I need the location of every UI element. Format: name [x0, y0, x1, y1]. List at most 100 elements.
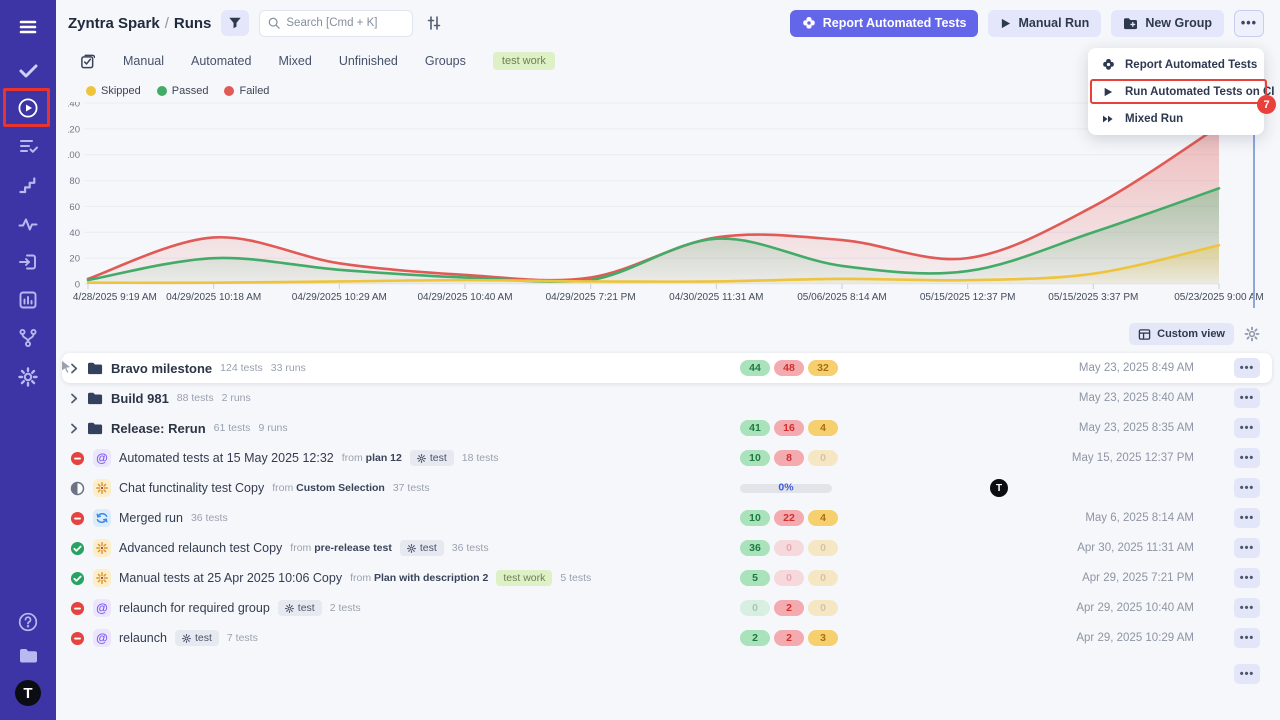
chart-scrollbar[interactable] — [1253, 135, 1255, 308]
table-row[interactable]: Bravo milestone 124 tests 33 runs 44 48 32 M… — [61, 353, 1272, 383]
expand-chevron[interactable] — [70, 423, 79, 434]
legend-item-failed[interactable]: Failed — [224, 85, 269, 97]
expand-chevron[interactable] — [70, 363, 79, 374]
branch-icon[interactable] — [16, 326, 40, 350]
actions-dropdown-menu: Report Automated Tests Run Automated Tes… — [1088, 48, 1276, 135]
tab-automated[interactable]: Automated — [191, 54, 252, 68]
svg-text:20: 20 — [69, 254, 80, 265]
tab-unfinished[interactable]: Unfinished — [338, 54, 398, 68]
menu-item-mixed-run[interactable]: Mixed Run — [1088, 105, 1264, 132]
run-name[interactable]: Advanced relaunch test Copy — [119, 541, 283, 555]
row-menu-button[interactable]: ••• — [1234, 388, 1260, 408]
filter-button[interactable] — [221, 10, 250, 36]
row-menu-button[interactable]: ••• — [1234, 478, 1260, 498]
manual-run-sparkle-icon — [93, 539, 111, 557]
search-box[interactable] — [259, 9, 414, 37]
table-row[interactable]: Build 981 88 tests 2 runs May 23, 2025 8:… — [62, 383, 1272, 413]
folder-icon — [88, 392, 103, 405]
folder-icon — [88, 422, 103, 435]
badge-passed: 2 — [740, 630, 770, 646]
adjustments-icon[interactable] — [423, 12, 445, 34]
run-name[interactable]: relaunch — [119, 631, 167, 645]
help-icon[interactable] — [16, 610, 40, 634]
tag-test[interactable]: test — [399, 540, 444, 556]
group-name[interactable]: Build 981 — [111, 390, 169, 406]
tab-manual[interactable]: Manual — [123, 54, 164, 68]
row-menu-button[interactable]: ••• — [1234, 538, 1260, 558]
projects-folder-icon[interactable] — [16, 643, 40, 667]
report-automated-tests-button[interactable]: Report Automated Tests — [789, 9, 979, 37]
table-row[interactable]: Chat functinality test Copy from Custom S… — [62, 473, 1272, 503]
view-settings-gear-icon[interactable] — [1244, 326, 1260, 342]
chart-legend: Skipped Passed Failed — [56, 84, 1280, 98]
run-name[interactable]: Chat functinality test Copy — [119, 481, 265, 495]
progress-bar: 0% — [740, 482, 832, 494]
status-stopped-icon — [70, 451, 85, 465]
filter-tag-test-work[interactable]: test work — [492, 52, 555, 70]
group-name[interactable]: Bravo milestone — [111, 360, 213, 376]
run-name[interactable]: Automated tests at 15 May 2025 12:32 — [119, 451, 334, 465]
table-view-icon — [1138, 328, 1151, 340]
tag-test-work[interactable]: test work — [496, 570, 553, 586]
row-menu-button[interactable]: ••• — [1234, 418, 1260, 438]
custom-view-button[interactable]: Custom view — [1129, 323, 1234, 345]
run-status — [70, 541, 85, 556]
select-all-checkbox-icon[interactable] — [78, 52, 96, 70]
breadcrumb-project[interactable]: Zyntra Spark — [68, 14, 160, 32]
table-row[interactable]: Manual tests at 25 Apr 2025 10:06 Copy fr… — [62, 563, 1272, 593]
row-menu-button[interactable]: ••• — [1234, 358, 1260, 378]
hamburger-menu-icon[interactable] — [16, 15, 40, 39]
row-menu-button[interactable]: ••• — [1234, 628, 1260, 648]
run-name[interactable]: Merged run — [119, 511, 183, 525]
ellipsis-icon: ••• — [1240, 16, 1258, 30]
manual-run-button[interactable]: Manual Run — [988, 9, 1102, 37]
table-row[interactable]: @ relaunch for required group test 2 tests… — [62, 593, 1272, 623]
expand-chevron[interactable] — [70, 393, 79, 404]
menu-item-run-automated-tests-on-ci[interactable]: Run Automated Tests on CI — [1088, 78, 1275, 105]
more-actions-button[interactable]: ••• — [1234, 9, 1264, 37]
row-menu-button[interactable]: ••• — [1234, 568, 1260, 588]
run-name[interactable]: Manual tests at 25 Apr 2025 10:06 Copy — [119, 571, 343, 585]
chart-x-axis-labels: 4/28/2025 9:19 AM 04/29/2025 10:18 AM 04/2… — [68, 292, 1264, 306]
tag-test[interactable]: test — [277, 600, 322, 616]
table-row[interactable]: @ Automated tests at 15 May 2025 12:32 fr… — [62, 443, 1272, 473]
row-menu-button[interactable]: ••• — [1234, 508, 1260, 528]
folder-icon — [88, 362, 103, 375]
pulse-icon[interactable] — [16, 212, 40, 236]
search-input[interactable] — [286, 17, 397, 29]
account-avatar[interactable]: T — [15, 680, 41, 706]
table-row[interactable]: Release: Rerun 61 tests 9 runs 41 16 4 May 2… — [62, 413, 1272, 443]
legend-item-skipped[interactable]: Skipped — [86, 85, 141, 97]
legend-item-passed[interactable]: Passed — [156, 85, 208, 97]
chevron-right-icon[interactable] — [70, 363, 79, 374]
chevron-right-icon[interactable] — [70, 423, 79, 434]
row-menu-button[interactable]: ••• — [1234, 448, 1260, 468]
area-chart-canvas[interactable]: 0 20 40 60 80 100 120 140 — [68, 102, 1224, 290]
check-icon[interactable] — [16, 58, 40, 82]
tag-test[interactable]: test — [409, 450, 454, 466]
badge-skipped: 4 — [808, 420, 838, 436]
run-name[interactable]: relaunch for required group — [119, 601, 270, 615]
group-name[interactable]: Release: Rerun — [111, 420, 206, 436]
settings-gear-icon[interactable] — [16, 365, 40, 389]
badge-passed: 36 — [740, 540, 770, 556]
chevron-right-icon[interactable] — [70, 393, 79, 404]
table-row[interactable]: @ relaunch test 7 tests 2 2 3 Apr 29, 2025 10:… — [62, 623, 1272, 653]
breadcrumb: Zyntra Spark / Runs — [68, 14, 212, 32]
status-passed-icon — [70, 571, 85, 585]
list-check-icon[interactable] — [16, 134, 40, 158]
tab-mixed[interactable]: Mixed — [278, 54, 312, 68]
table-row[interactable]: Merged run 36 tests 10 22 4 May 6, 2025 8:14 … — [62, 503, 1272, 533]
bar-chart-icon[interactable] — [16, 288, 40, 312]
import-icon[interactable] — [16, 250, 40, 274]
table-row[interactable]: Advanced relaunch test Copy from pre-rele… — [62, 533, 1272, 563]
badge-failed: 0 — [774, 570, 804, 586]
tab-groups[interactable]: Groups — [424, 54, 466, 68]
menu-item-report-automated-tests[interactable]: Report Automated Tests — [1088, 51, 1264, 78]
new-group-button[interactable]: New Group — [1111, 9, 1224, 37]
steps-icon[interactable] — [16, 173, 40, 197]
runs-play-icon[interactable] — [16, 96, 40, 120]
row-menu-button[interactable]: ••• — [1234, 664, 1260, 684]
tag-test[interactable]: test — [174, 630, 219, 646]
row-menu-button[interactable]: ••• — [1234, 598, 1260, 618]
